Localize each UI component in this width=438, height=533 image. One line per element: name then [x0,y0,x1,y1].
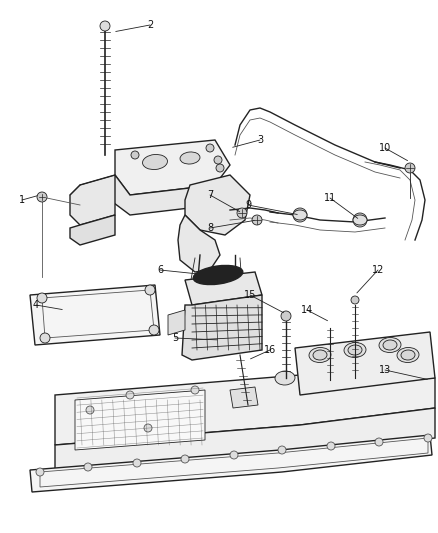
Text: 9: 9 [245,200,251,210]
Polygon shape [55,408,435,475]
Circle shape [38,193,46,201]
Circle shape [131,151,139,159]
Ellipse shape [180,152,200,164]
Text: 2: 2 [147,20,153,30]
Text: 16: 16 [264,345,276,355]
Text: 13: 13 [379,365,391,375]
Polygon shape [30,435,432,492]
Circle shape [424,434,432,442]
Polygon shape [70,175,115,225]
Polygon shape [55,375,435,445]
Text: 3: 3 [257,135,263,145]
Text: 14: 14 [301,305,313,315]
Ellipse shape [348,345,362,355]
Circle shape [216,164,224,172]
Polygon shape [185,175,250,235]
Circle shape [191,386,199,394]
Circle shape [86,406,94,414]
Ellipse shape [383,340,397,350]
Text: 5: 5 [172,333,178,343]
Ellipse shape [379,337,401,352]
Circle shape [278,446,286,454]
Ellipse shape [401,350,415,360]
Ellipse shape [313,350,327,360]
Circle shape [206,144,214,152]
Polygon shape [185,272,262,305]
Ellipse shape [275,371,295,385]
Polygon shape [168,310,185,335]
Text: 8: 8 [207,223,213,233]
Polygon shape [115,140,230,195]
Polygon shape [110,175,215,215]
Polygon shape [30,285,160,345]
Circle shape [353,213,367,227]
Text: 4: 4 [33,300,39,310]
Circle shape [100,21,110,31]
Ellipse shape [309,348,331,362]
Circle shape [252,215,262,225]
Polygon shape [178,215,220,272]
Text: 1: 1 [19,195,25,205]
Circle shape [230,451,238,459]
Circle shape [351,296,359,304]
Text: 10: 10 [379,143,391,153]
Ellipse shape [142,155,167,169]
Text: 6: 6 [157,265,163,275]
Circle shape [214,156,222,164]
Circle shape [375,438,383,446]
Circle shape [126,391,134,399]
Polygon shape [182,295,262,360]
Circle shape [37,192,47,202]
Circle shape [237,208,247,218]
Ellipse shape [293,210,307,220]
Ellipse shape [344,343,366,358]
Circle shape [181,455,189,463]
Circle shape [327,442,335,450]
Circle shape [293,208,307,222]
Polygon shape [230,387,258,408]
Text: 7: 7 [207,190,213,200]
Ellipse shape [193,265,243,285]
Text: 12: 12 [372,265,384,275]
Ellipse shape [353,215,367,225]
Circle shape [37,293,47,303]
Circle shape [281,311,291,321]
Circle shape [36,468,44,476]
Polygon shape [70,215,115,245]
Text: 11: 11 [324,193,336,203]
Circle shape [145,285,155,295]
Circle shape [84,463,92,471]
Ellipse shape [397,348,419,362]
Circle shape [405,163,415,173]
Text: 15: 15 [244,290,256,300]
Circle shape [133,459,141,467]
Polygon shape [295,332,435,395]
Circle shape [149,325,159,335]
Circle shape [144,424,152,432]
Polygon shape [75,390,205,450]
Circle shape [40,333,50,343]
